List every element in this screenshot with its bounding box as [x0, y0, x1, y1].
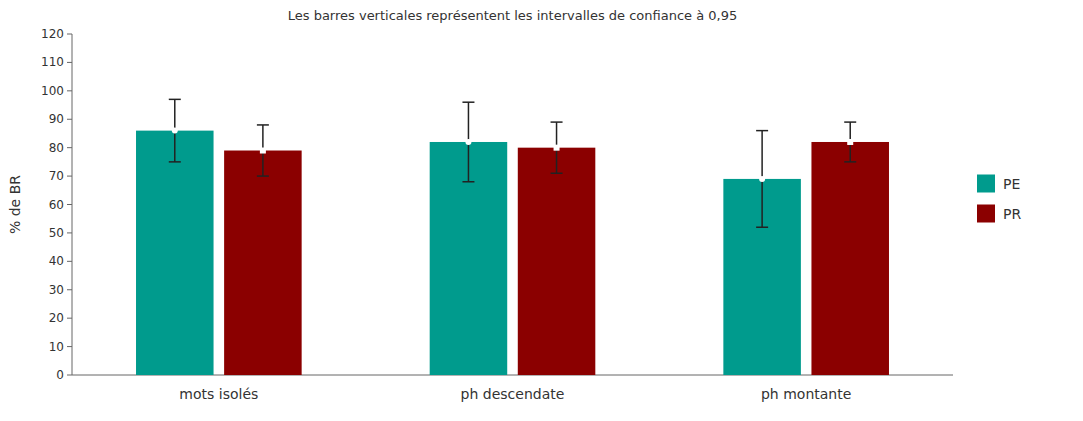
x-tick-label: ph montante: [761, 386, 851, 402]
marker: [465, 139, 471, 145]
y-tick-label: 20: [49, 311, 64, 325]
error-cap: [462, 101, 474, 103]
bar: [518, 148, 596, 375]
y-tick: [67, 204, 72, 205]
legend-swatch: [977, 205, 995, 223]
marker: [554, 145, 560, 151]
y-axis-label: % de BR: [7, 175, 23, 234]
error-cap: [844, 121, 856, 123]
y-tick: [67, 375, 72, 376]
y-tick: [67, 147, 72, 148]
marker: [172, 128, 178, 134]
y-tick: [67, 346, 72, 347]
y-tick: [67, 318, 72, 319]
y-tick-label: 120: [41, 27, 64, 41]
title: Les barres verticales représentent les i…: [288, 8, 738, 23]
bar: [224, 151, 302, 375]
y-tick-label: 30: [49, 283, 64, 297]
legend-swatch: [977, 175, 995, 193]
y-tick-label: 110: [41, 55, 64, 69]
error-cap: [169, 99, 181, 101]
error-cap: [844, 161, 856, 163]
y-tick: [67, 232, 72, 233]
y-tick-label: 100: [41, 84, 64, 98]
error-bar: [756, 131, 768, 228]
y-tick: [67, 261, 72, 262]
error-cap: [756, 226, 768, 228]
bar: [136, 131, 214, 375]
x-tick-label: mots isolés: [179, 386, 258, 402]
y-tick: [67, 62, 72, 63]
error-bar: [169, 99, 181, 162]
y-tick: [67, 34, 72, 35]
y-tick-label: 0: [56, 368, 64, 382]
y-tick-label: 50: [49, 226, 64, 240]
y-tick: [67, 289, 72, 290]
x-tick-label: ph descendate: [461, 386, 565, 402]
error-cap: [257, 124, 269, 126]
error-cap: [551, 172, 563, 174]
error-bar: [551, 122, 563, 173]
marker: [260, 148, 266, 154]
y-axis: 0 10 20 30 40 50 60 70 80 90 100 110 120: [41, 27, 953, 382]
error-cap: [756, 130, 768, 132]
marker: [759, 176, 765, 182]
y-tick-label: 90: [49, 112, 64, 126]
y-tick-label: 60: [49, 198, 64, 212]
error-cap: [551, 121, 563, 123]
marker: [847, 139, 853, 145]
series: [224, 122, 889, 375]
error-cap: [169, 161, 181, 163]
legend: PE PR: [977, 175, 1021, 223]
bar: [811, 142, 889, 375]
y-axis-line: [72, 34, 73, 375]
y-tick-label: 40: [49, 254, 64, 268]
error-bar: [257, 125, 269, 176]
plot-area: [136, 99, 889, 375]
series: [136, 99, 801, 375]
error-cap: [257, 175, 269, 177]
y-tick-label: 10: [49, 340, 64, 354]
x-axis: mots isolés ph descendate ph montante: [179, 386, 851, 402]
y-tick-label: 80: [49, 141, 64, 155]
legend-label: PR: [1003, 206, 1021, 222]
legend-label: PE: [1003, 176, 1020, 192]
error-bar: [844, 122, 856, 162]
y-tick: [67, 176, 72, 177]
y-tick: [67, 119, 72, 120]
error-cap: [462, 181, 474, 183]
y-tick-label: 70: [49, 169, 64, 183]
chart: 0 10 20 30 40 50 60 70 80 90 100 110 120 % de BR mots …: [0, 0, 1083, 421]
error-bar: [462, 102, 474, 182]
y-tick: [67, 90, 72, 91]
